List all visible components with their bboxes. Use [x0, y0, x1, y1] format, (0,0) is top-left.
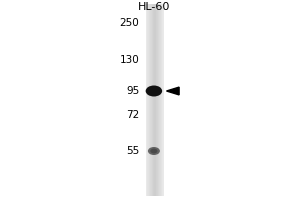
Bar [148, 4, 149, 196]
Bar [153, 4, 154, 196]
Text: 250: 250 [120, 18, 140, 28]
Text: HL-60: HL-60 [138, 2, 170, 12]
Bar [150, 4, 151, 196]
Bar [162, 4, 163, 196]
Bar [156, 4, 157, 196]
Bar [158, 4, 159, 196]
Bar [146, 4, 147, 196]
Bar [157, 4, 158, 196]
Ellipse shape [148, 147, 160, 155]
Bar [161, 4, 162, 196]
Bar [147, 4, 148, 196]
Text: 55: 55 [126, 146, 140, 156]
Text: 72: 72 [126, 110, 140, 120]
Bar [154, 4, 155, 196]
Polygon shape [167, 87, 179, 95]
Ellipse shape [151, 89, 157, 93]
Text: 95: 95 [126, 86, 140, 96]
Bar [152, 4, 153, 196]
Ellipse shape [150, 149, 158, 153]
Text: 130: 130 [120, 55, 140, 65]
Bar [160, 4, 161, 196]
Bar [151, 4, 152, 196]
Bar [155, 4, 156, 196]
Ellipse shape [146, 86, 162, 97]
Bar [149, 4, 150, 196]
Bar [146, 4, 164, 196]
Bar [159, 4, 160, 196]
Ellipse shape [148, 87, 160, 95]
Bar [163, 4, 164, 196]
